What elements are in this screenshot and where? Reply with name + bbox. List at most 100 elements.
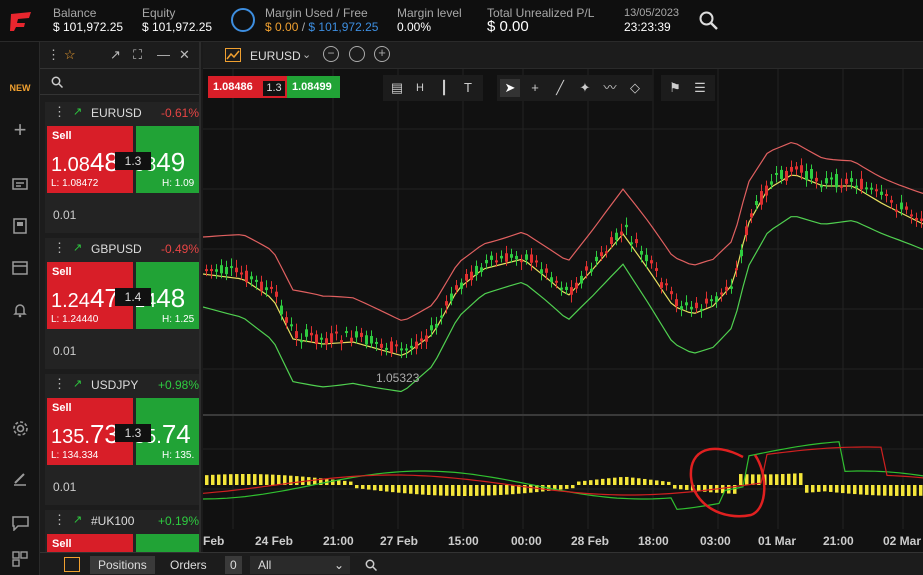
buy-button[interactable] bbox=[136, 534, 199, 552]
app-logo-icon[interactable] bbox=[9, 10, 33, 32]
histogram-bar bbox=[259, 474, 263, 485]
equity-value: $ 101,972.25 bbox=[142, 20, 213, 34]
sell-button[interactable]: Sell bbox=[47, 534, 133, 552]
candle bbox=[505, 253, 508, 262]
watchlist-search[interactable] bbox=[40, 69, 199, 95]
unrealized-stat: Total Unrealized P/L $ 0.00 bbox=[487, 6, 594, 34]
new-badge[interactable]: NEW bbox=[9, 83, 31, 93]
histogram-bar bbox=[463, 485, 467, 496]
tab-positions[interactable]: Positions bbox=[90, 556, 155, 574]
candle bbox=[490, 255, 493, 260]
bell-icon[interactable] bbox=[8, 298, 32, 322]
x-axis-label: 00:00 bbox=[511, 534, 542, 548]
crosshair-tool-icon[interactable]: + bbox=[531, 80, 539, 95]
histogram-bar bbox=[235, 474, 239, 485]
buy-button[interactable]: 0849 H: 1.09 bbox=[136, 126, 199, 193]
zoom-in-icon[interactable]: + bbox=[374, 46, 390, 62]
sell-button[interactable]: Sell 1.0848 L: 1.08472 bbox=[47, 126, 133, 193]
list-icon[interactable]: ☰ bbox=[694, 80, 706, 95]
favorites-icon[interactable]: ☆ bbox=[64, 47, 76, 62]
instrument-card-usdjpy[interactable]: ⋮ ↗ USDJPY +0.98% Sell 135.73 L: 134.334… bbox=[45, 374, 199, 505]
card-menu-icon[interactable]: ⋮ bbox=[53, 512, 66, 527]
candle bbox=[295, 331, 298, 339]
histogram-bar bbox=[439, 485, 443, 496]
search-icon[interactable] bbox=[699, 11, 718, 30]
instrument-card-uk100[interactable]: ⋮ ↗ #UK100 +0.19% Sell bbox=[45, 510, 199, 552]
quantity-input[interactable]: 0.01 bbox=[53, 480, 77, 494]
menu-dots-icon[interactable]: ⋮ bbox=[47, 47, 60, 62]
candle bbox=[240, 272, 243, 275]
histogram-bar bbox=[823, 485, 827, 492]
quantity-input[interactable]: 0.01 bbox=[53, 208, 77, 222]
candle-icon[interactable]: ┃ bbox=[440, 80, 448, 95]
price-chart[interactable]: 1.08486 1.3 1.08499 ▤ H ┃ T ➤ + ╱ ✦ 〰 ◇ … bbox=[202, 69, 923, 552]
search-icon[interactable] bbox=[365, 559, 377, 571]
candle bbox=[485, 260, 488, 264]
card-menu-icon[interactable]: ⋮ bbox=[53, 376, 66, 391]
chart-type-icon[interactable] bbox=[225, 48, 241, 62]
popout-icon[interactable]: ↗ bbox=[110, 47, 121, 62]
settings-icon[interactable] bbox=[8, 416, 32, 440]
chart-symbol[interactable]: EURUSD bbox=[250, 49, 301, 63]
orders-icon[interactable] bbox=[8, 173, 32, 197]
candle bbox=[275, 291, 278, 297]
card-menu-icon[interactable]: ⋮ bbox=[53, 104, 66, 119]
fib-tool-icon[interactable]: ✦ bbox=[579, 80, 591, 95]
close-icon[interactable]: ✕ bbox=[179, 47, 190, 62]
chart-tools-group-1: ▤ H ┃ T bbox=[383, 75, 483, 101]
card-menu-icon[interactable]: ⋮ bbox=[53, 240, 66, 255]
candle bbox=[730, 286, 733, 289]
crosshair-icon[interactable] bbox=[349, 46, 365, 62]
shape-tool-icon[interactable]: ◇ bbox=[630, 80, 640, 95]
zoom-out-icon[interactable]: − bbox=[323, 46, 339, 62]
change-value: -0.49% bbox=[160, 242, 199, 256]
chat-icon[interactable] bbox=[8, 511, 32, 535]
candle bbox=[905, 206, 908, 210]
trend-tool-icon[interactable]: 〰 bbox=[603, 80, 617, 95]
minimize-icon[interactable]: — bbox=[157, 47, 170, 62]
expand-icon[interactable]: ⛶ bbox=[133, 47, 143, 62]
candle bbox=[545, 268, 548, 273]
candle bbox=[205, 269, 208, 272]
histogram-bar bbox=[565, 485, 569, 489]
wallet-icon[interactable] bbox=[8, 256, 32, 280]
candle bbox=[420, 338, 423, 342]
add-note-icon[interactable]: ▤ bbox=[390, 80, 404, 95]
candle bbox=[890, 200, 893, 203]
add-icon[interactable]: + bbox=[13, 117, 27, 142]
panel-icon[interactable] bbox=[64, 557, 80, 572]
candle bbox=[760, 191, 763, 205]
apps-icon[interactable] bbox=[8, 547, 32, 571]
histogram-bar bbox=[505, 485, 509, 495]
quantity-input[interactable]: 0.01 bbox=[53, 344, 77, 358]
chevron-down-icon[interactable]: ⌄ bbox=[302, 49, 312, 61]
candle bbox=[325, 338, 328, 345]
histogram-bar bbox=[661, 481, 665, 485]
histogram-bar bbox=[703, 485, 707, 492]
histogram-bar bbox=[367, 485, 371, 490]
candle bbox=[845, 178, 848, 184]
tab-orders[interactable]: Orders bbox=[170, 558, 207, 572]
filter-select[interactable]: All ⌄ bbox=[250, 556, 350, 574]
candle bbox=[220, 265, 223, 274]
histogram-bar bbox=[631, 477, 635, 485]
x-axis-label: Feb bbox=[203, 534, 225, 548]
text-icon[interactable]: T bbox=[464, 80, 472, 95]
instrument-card-eurusd[interactable]: ⋮ ↗ EURUSD -0.61% Sell 1.0848 L: 1.08472… bbox=[45, 102, 199, 233]
pointer-icon[interactable]: ➤ bbox=[500, 79, 520, 97]
instrument-card-gbpusd[interactable]: ⋮ ↗ GBPUSD -0.49% Sell 1.2447 L: 1.24440… bbox=[45, 238, 199, 369]
paint-icon[interactable]: ⚑ bbox=[669, 80, 681, 95]
histogram-bar bbox=[217, 474, 221, 485]
line-tool-icon[interactable]: ╱ bbox=[556, 80, 564, 95]
annotation-circle bbox=[689, 447, 766, 518]
quote-buy-button[interactable]: 1.08499 bbox=[287, 76, 340, 98]
histogram-bar bbox=[229, 474, 233, 485]
chart-canvas[interactable] bbox=[202, 69, 923, 552]
histogram-bar bbox=[559, 485, 563, 490]
heading-icon[interactable]: H bbox=[416, 82, 424, 94]
time-text: 23:23:39 bbox=[624, 20, 671, 34]
histogram-bar bbox=[475, 485, 479, 496]
edit-icon[interactable] bbox=[8, 466, 32, 490]
candle bbox=[305, 329, 308, 337]
reports-icon[interactable] bbox=[8, 214, 32, 238]
